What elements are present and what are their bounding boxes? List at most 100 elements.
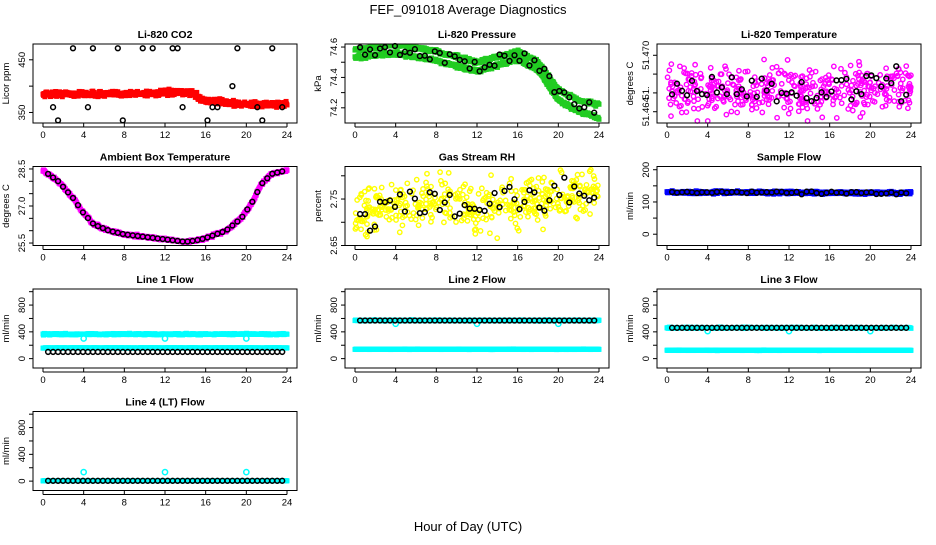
hourly-point bbox=[715, 90, 720, 95]
data-point bbox=[696, 107, 700, 111]
hourly-point bbox=[789, 90, 794, 95]
data-point bbox=[851, 79, 855, 83]
data-point bbox=[839, 67, 843, 71]
x-tick-label: 24 bbox=[282, 375, 293, 386]
data-point bbox=[892, 99, 896, 103]
x-tick-label: 12 bbox=[160, 130, 171, 141]
hourly-point bbox=[507, 184, 512, 189]
hourly-point bbox=[794, 93, 799, 98]
data-point bbox=[851, 108, 855, 112]
data-point bbox=[421, 187, 425, 191]
data-point bbox=[480, 186, 484, 190]
data-point bbox=[737, 69, 741, 73]
hourly-point bbox=[255, 350, 260, 355]
hourly-point bbox=[829, 89, 834, 94]
panel-title: Gas Stream RH bbox=[439, 152, 515, 164]
data-point bbox=[540, 191, 544, 195]
data-point bbox=[478, 229, 482, 233]
data-point bbox=[678, 64, 682, 68]
data-point bbox=[473, 232, 477, 236]
data-point bbox=[775, 116, 779, 120]
data-point bbox=[400, 223, 404, 227]
hourly-point bbox=[270, 46, 275, 51]
hourly-point bbox=[86, 350, 91, 355]
hourly-point bbox=[774, 99, 779, 104]
x-tick-label: 0 bbox=[40, 253, 45, 264]
data-point bbox=[719, 72, 723, 76]
y-tick-label: 27.0 bbox=[17, 197, 28, 216]
x-tick-label: 16 bbox=[824, 253, 835, 264]
panel-title: Line 1 Flow bbox=[136, 274, 194, 286]
x-tick-label: 0 bbox=[40, 375, 45, 386]
hourly-point bbox=[185, 350, 190, 355]
y-tick-label: 28.5 bbox=[17, 160, 28, 179]
x-tick-label: 0 bbox=[352, 130, 357, 141]
data-point bbox=[858, 115, 862, 119]
data-point bbox=[839, 101, 843, 105]
hourly-point bbox=[71, 46, 76, 51]
data-point bbox=[835, 116, 839, 120]
data-point bbox=[443, 181, 447, 185]
data-point bbox=[857, 70, 861, 74]
hourly-point bbox=[170, 46, 175, 51]
x-tick-label: 24 bbox=[906, 253, 917, 264]
hourly-point bbox=[91, 350, 96, 355]
hourly-point bbox=[230, 84, 235, 89]
x-tick-label: 20 bbox=[865, 253, 876, 264]
data-point bbox=[509, 216, 513, 220]
data-point bbox=[429, 220, 433, 224]
data-point bbox=[808, 91, 812, 95]
x-tick-label: 8 bbox=[746, 253, 751, 264]
hourly-point bbox=[160, 350, 165, 355]
data-point bbox=[868, 81, 872, 85]
x-tick-label: 12 bbox=[784, 253, 795, 264]
y-tick-label: 800 bbox=[17, 297, 28, 313]
data-point bbox=[880, 105, 884, 109]
data-point bbox=[548, 207, 552, 211]
data-point bbox=[692, 106, 696, 110]
y-axis-label: ml/min bbox=[625, 192, 636, 220]
hourly-point bbox=[165, 350, 170, 355]
x-tick-label: 16 bbox=[824, 130, 835, 141]
y-tick-label: 0 bbox=[17, 356, 28, 361]
hourly-point bbox=[140, 46, 145, 51]
data-point bbox=[578, 184, 582, 188]
hourly-point bbox=[205, 118, 210, 123]
x-axis-label: Hour of Day (UTC) bbox=[414, 519, 522, 534]
data-point bbox=[848, 63, 852, 67]
x-tick-label: 8 bbox=[122, 253, 127, 264]
x-tick-label: 0 bbox=[352, 253, 357, 264]
data-point bbox=[724, 67, 728, 71]
data-point bbox=[709, 66, 713, 70]
data-point bbox=[770, 89, 774, 93]
data-point bbox=[398, 230, 402, 234]
data-point bbox=[461, 192, 465, 196]
data-point bbox=[465, 219, 469, 223]
data-point bbox=[849, 83, 853, 87]
data-point bbox=[760, 110, 764, 114]
data-point bbox=[443, 192, 447, 196]
data-point bbox=[754, 106, 758, 110]
data-point bbox=[353, 221, 357, 225]
data-point bbox=[420, 216, 424, 220]
panel-title: Line 2 Flow bbox=[448, 274, 506, 286]
x-tick-label: 8 bbox=[434, 130, 439, 141]
data-point bbox=[884, 66, 888, 70]
x-tick-label: 24 bbox=[906, 130, 917, 141]
data-point bbox=[394, 188, 398, 192]
x-tick-label: 16 bbox=[200, 375, 211, 386]
y-tick-label: 100 bbox=[641, 194, 652, 210]
y-axis-label: kPa bbox=[313, 75, 324, 92]
data-point bbox=[805, 106, 809, 110]
data-point bbox=[766, 102, 770, 106]
data-point bbox=[684, 82, 688, 86]
y-axis-label: percent bbox=[313, 190, 324, 222]
y-tick-label: 800 bbox=[329, 297, 340, 313]
hourly-point bbox=[110, 350, 115, 355]
y-tick-label: 0 bbox=[329, 356, 340, 361]
